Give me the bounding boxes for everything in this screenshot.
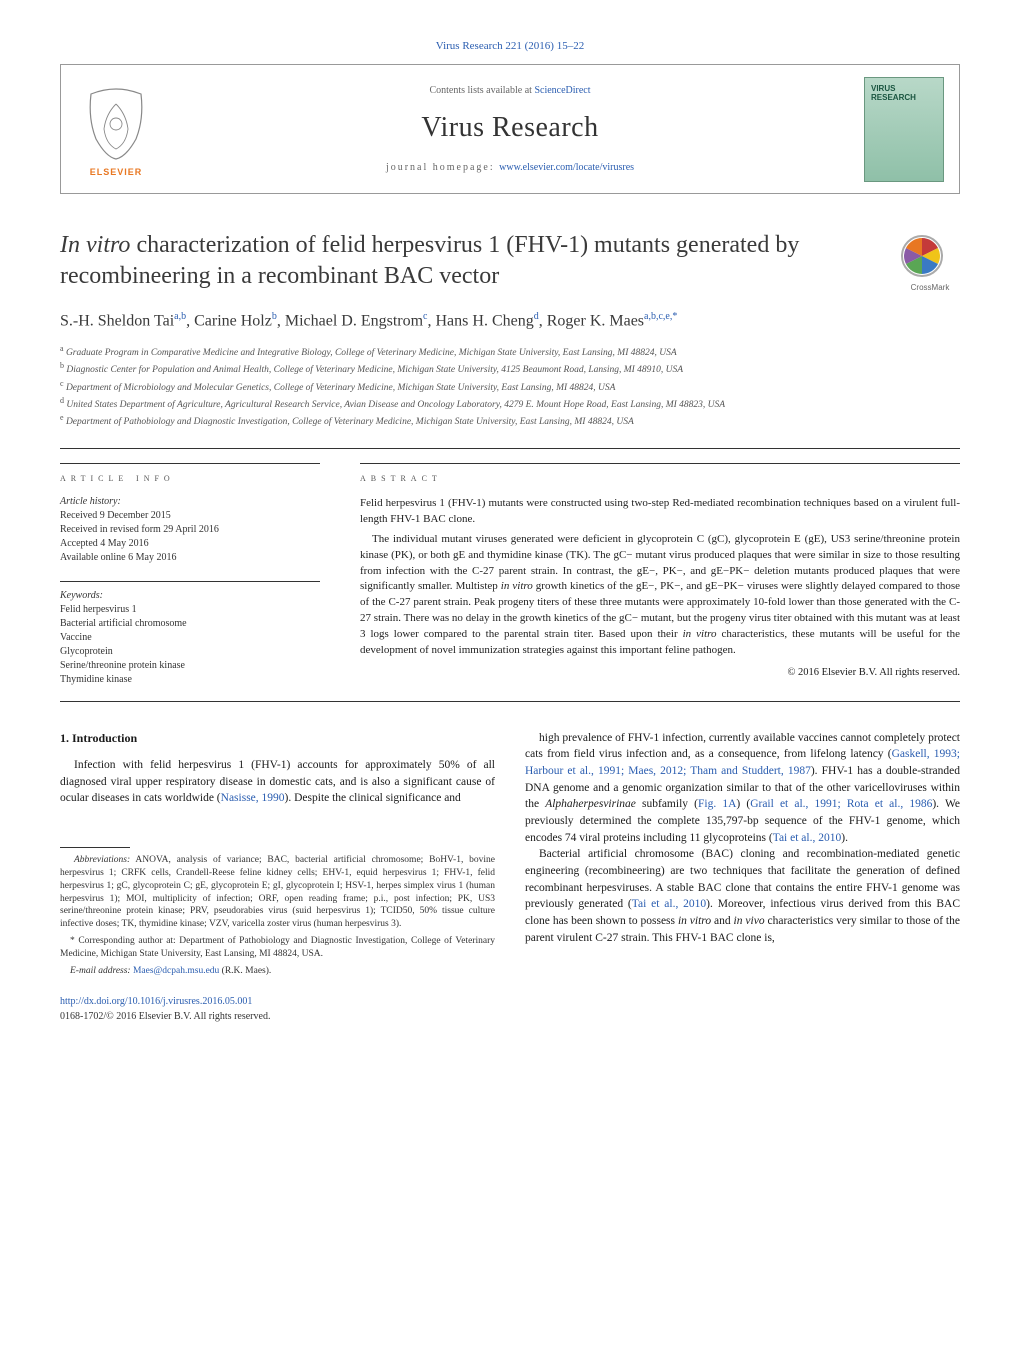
history-line: Received in revised form 29 April 2016 — [60, 523, 320, 537]
citation-link[interactable]: Grail et al., 1991; Rota et al., 1986 — [750, 798, 932, 810]
right-column: high prevalence of FHV-1 infection, curr… — [525, 730, 960, 1025]
journal-title: Virus Research — [421, 112, 598, 144]
abstract-text: Felid herpesvirus 1 (FHV-1) mutants were… — [360, 496, 960, 659]
affiliations-list: a Graduate Program in Comparative Medici… — [60, 343, 960, 430]
abstract-column: abstract Felid herpesvirus 1 (FHV-1) mut… — [360, 463, 960, 687]
corresponding-author-footnote: * Corresponding author at: Department of… — [60, 935, 495, 961]
intro-heading: 1. Introduction — [60, 730, 495, 747]
history-line: Available online 6 May 2016 — [60, 551, 320, 565]
email-label: E-mail address: — [70, 966, 133, 976]
abstract-inner-rule — [360, 463, 960, 464]
divider-top — [60, 448, 960, 449]
doi-link[interactable]: http://dx.doi.org/10.1016/j.virusres.201… — [60, 996, 252, 1007]
email-link[interactable]: Maes@dcpah.msu.edu — [133, 966, 219, 976]
affiliation-line: e Department of Pathobiology and Diagnos… — [60, 412, 960, 429]
publisher-logo-cell: ELSEVIER — [61, 65, 171, 193]
intro-p1-post: ). Despite the clinical significance and — [285, 792, 461, 804]
crossmark-icon[interactable]: CrossMark — [900, 234, 960, 294]
homepage-prefix: journal homepage: — [386, 162, 499, 173]
journal-cover-label: VIRUS RESEARCH — [871, 84, 916, 102]
homepage-link[interactable]: www.elsevier.com/locate/virusres — [499, 162, 634, 173]
keywords-inner-rule — [60, 581, 320, 582]
history-line: Received 9 December 2015 — [60, 509, 320, 523]
journal-cover-thumbnail: VIRUS RESEARCH — [864, 77, 944, 182]
journal-reference: Virus Research 221 (2016) 15–22 — [60, 40, 960, 52]
abstract-heading: abstract — [360, 472, 960, 484]
contents-available-line: Contents lists available at ScienceDirec… — [429, 85, 590, 96]
keywords-label: Keywords: — [60, 590, 320, 601]
footnote-separator — [60, 847, 130, 848]
footnotes-block: Abbreviations: ANOVA, analysis of varian… — [60, 854, 495, 977]
citation-link-nasisse[interactable]: Nasisse, 1990 — [221, 792, 285, 804]
citation-link[interactable]: Tai et al., 2010 — [773, 832, 842, 844]
article-title: In vitro characterization of felid herpe… — [60, 230, 876, 292]
issn-copyright-line: 0168-1702/© 2016 Elsevier B.V. All right… — [60, 1011, 270, 1022]
citation-link[interactable]: Tai et al., 2010 — [632, 898, 706, 910]
keyword-item: Vaccine — [60, 631, 320, 645]
contents-prefix: Contents lists available at — [429, 85, 534, 96]
history-line: Accepted 4 May 2016 — [60, 537, 320, 551]
email-post: (R.K. Maes). — [219, 966, 271, 976]
abbrev-label: Abbreviations: — [74, 855, 130, 865]
keyword-item: Glycoprotein — [60, 645, 320, 659]
body-columns: 1. Introduction Infection with felid her… — [60, 730, 960, 1025]
doi-block: http://dx.doi.org/10.1016/j.virusres.201… — [60, 995, 495, 1024]
svg-text:ELSEVIER: ELSEVIER — [90, 167, 143, 177]
intro-paragraph-left: Infection with felid herpesvirus 1 (FHV-… — [60, 757, 495, 807]
journal-header: ELSEVIER Contents lists available at Sci… — [60, 64, 960, 194]
article-info-column: article info Article history: Received 9… — [60, 463, 320, 687]
left-column: 1. Introduction Infection with felid her… — [60, 730, 495, 1025]
article-info-heading: article info — [60, 472, 320, 484]
keyword-item: Serine/threonine protein kinase — [60, 659, 320, 673]
sciencedirect-link[interactable]: ScienceDirect — [534, 85, 590, 96]
keyword-item: Thymidine kinase — [60, 673, 320, 687]
affiliation-line: c Department of Microbiology and Molecul… — [60, 378, 960, 395]
affiliation-line: d United States Department of Agricultur… — [60, 395, 960, 412]
info-inner-rule — [60, 463, 320, 464]
affiliation-line: a Graduate Program in Comparative Medici… — [60, 343, 960, 360]
title-rest: characterization of felid herpesvirus 1 … — [60, 232, 799, 289]
email-footnote: E-mail address: Maes@dcpah.msu.edu (R.K.… — [60, 965, 495, 978]
corr-label: * Corresponding author at: — [70, 936, 176, 946]
title-italic-lead: In vitro — [60, 232, 130, 258]
article-history-label: Article history: — [60, 496, 320, 507]
article-meta-row: article info Article history: Received 9… — [60, 463, 960, 687]
divider-bottom — [60, 701, 960, 702]
abstract-copyright: © 2016 Elsevier B.V. All rights reserved… — [360, 667, 960, 678]
intro-paragraph-right-2: Bacterial artificial chromosome (BAC) cl… — [525, 846, 960, 946]
figure-link[interactable]: Fig. 1A — [698, 798, 736, 810]
intro-paragraph-right-1: high prevalence of FHV-1 infection, curr… — [525, 730, 960, 847]
elsevier-logo-icon: ELSEVIER — [76, 79, 156, 179]
abbreviations-footnote: Abbreviations: ANOVA, analysis of varian… — [60, 854, 495, 931]
abstract-paragraph: The individual mutant viruses generated … — [360, 532, 960, 660]
keyword-item: Bacterial artificial chromosome — [60, 617, 320, 631]
article-history: Received 9 December 2015Received in revi… — [60, 509, 320, 565]
affiliation-line: b Diagnostic Center for Population and A… — [60, 360, 960, 377]
article-title-row: In vitro characterization of felid herpe… — [60, 230, 960, 294]
journal-header-center: Contents lists available at ScienceDirec… — [171, 65, 849, 193]
keywords-list: Felid herpesvirus 1Bacterial artificial … — [60, 603, 320, 687]
abstract-paragraph: Felid herpesvirus 1 (FHV-1) mutants were… — [360, 496, 960, 528]
homepage-line: journal homepage: www.elsevier.com/locat… — [386, 162, 634, 173]
authors-list: S.-H. Sheldon Taia,b, Carine Holzb, Mich… — [60, 310, 960, 333]
citation-link[interactable]: Gaskell, 1993; Harbour et al., 1991; Mae… — [525, 748, 960, 777]
svg-text:CrossMark: CrossMark — [911, 283, 951, 292]
journal-cover-cell: VIRUS RESEARCH — [849, 65, 959, 193]
abbrev-text: ANOVA, analysis of variance; BAC, bacter… — [60, 855, 495, 929]
keyword-item: Felid herpesvirus 1 — [60, 603, 320, 617]
